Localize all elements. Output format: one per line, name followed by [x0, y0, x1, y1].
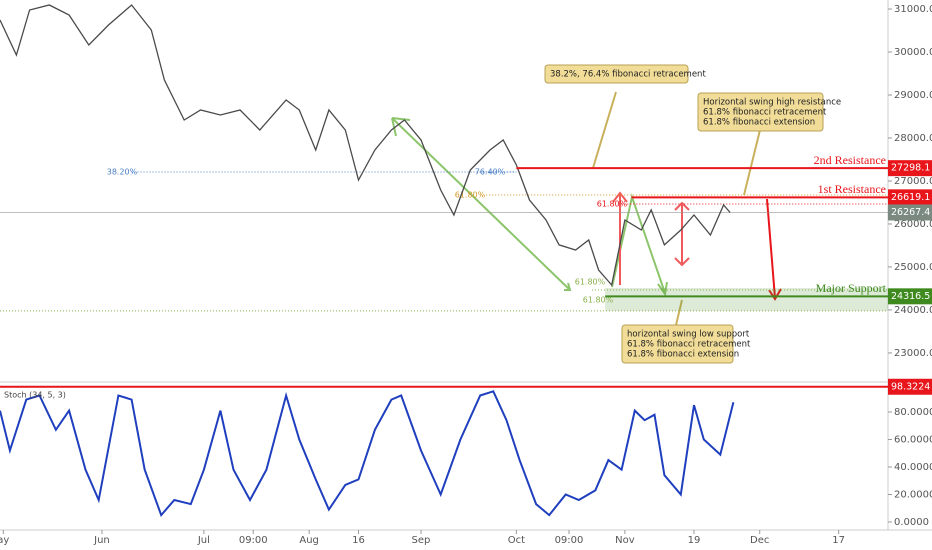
price-label-bg [888, 204, 932, 221]
x-tick-label: Aug [299, 535, 319, 546]
drawings [391, 91, 782, 326]
price-label-bg [888, 378, 932, 395]
price-label-bg [888, 160, 932, 177]
fib-label: 61.80% [583, 295, 614, 304]
price-label: 26619.1 [891, 192, 930, 203]
arrow [391, 117, 571, 291]
price-label-bg [888, 288, 932, 305]
level-name: Major Support [816, 281, 887, 295]
y-tick-label: 25000.0 [894, 262, 932, 273]
x-tick-label: 17 [832, 535, 845, 546]
x-tick-label: ay [0, 535, 9, 546]
x-tick-label: Nov [615, 535, 635, 546]
y-tick-label: 80.0000 [894, 407, 932, 418]
y-tick-label: 40.0000 [894, 462, 932, 473]
stoch-title: Stoch (34, 5, 3) [4, 391, 66, 400]
note-text: 61.8% fibonacci extension [703, 118, 815, 128]
x-tick-label: Oct [508, 535, 525, 546]
support-zone [605, 288, 888, 311]
note-text: 61.8% fibonacci retracement [703, 108, 827, 118]
x-tick-label: Sep [412, 535, 431, 546]
price-label-bg [888, 189, 932, 206]
price-label: 27298.1 [891, 163, 930, 174]
note-box [544, 64, 689, 84]
x-tick-label: Dec [750, 535, 769, 546]
callout-line [743, 129, 761, 196]
level-name: 1st Resistance [818, 182, 886, 196]
fib-label: 61.80% [597, 199, 628, 208]
arrow-head [564, 282, 572, 291]
series-line [0, 4, 731, 287]
y-tick-label: 29000.0 [894, 90, 932, 101]
y-tick-label: 60.0000 [894, 434, 932, 445]
y-tick-label: 23000.0 [894, 348, 932, 359]
note-text: 38.2%, 76.4% fibonacci retracement [550, 70, 706, 80]
x-tick-label: 09:00 [239, 535, 268, 546]
x-tick-label: Jun [93, 535, 110, 546]
y-tick-label: 28000.0 [894, 133, 932, 144]
note-text: Horizontal swing high resistance [703, 98, 841, 108]
y-tick-label: 30000.0 [894, 47, 932, 58]
y-tick-label: 24000.0 [894, 305, 932, 316]
note-text: horizontal swing low support [627, 330, 750, 340]
y-tick-label: 20.0000 [894, 490, 932, 501]
y-tick-label: 26000.0 [894, 219, 932, 230]
arrow [674, 201, 690, 267]
fib-label: 76.40% [475, 167, 506, 176]
fib-label: 61.80% [575, 277, 606, 286]
y-tick-label: 0.0000 [894, 517, 929, 528]
x-tick-label: 16 [352, 535, 365, 546]
price-label: 24316.5 [891, 291, 930, 302]
callout-line [592, 91, 617, 169]
x-tick-label: Jul [197, 535, 210, 546]
note-text: 61.8% fibonacci retracement [627, 340, 751, 350]
note-text: 61.8% fibonacci extension [627, 350, 739, 360]
fib-label: 61.80% [455, 190, 486, 199]
fib-label: 38.20% [107, 167, 138, 176]
callout-line [675, 299, 683, 326]
level-name: 2nd Resistance [814, 153, 886, 167]
note-box [621, 324, 734, 364]
x-tick-label: 09:00 [555, 535, 584, 546]
series-line [0, 390, 735, 518]
price-label: 98.3224 [891, 381, 930, 392]
x-tick-label: 19 [688, 535, 701, 546]
arrow [766, 198, 782, 301]
y-tick-label: 31000.0 [894, 4, 932, 15]
arrow-head [657, 281, 668, 297]
arrow-head [391, 117, 411, 137]
price-label: 26267.4 [891, 207, 930, 218]
note-box [697, 92, 824, 132]
y-tick-label: 27000.0 [894, 176, 932, 187]
arrow [612, 191, 628, 285]
